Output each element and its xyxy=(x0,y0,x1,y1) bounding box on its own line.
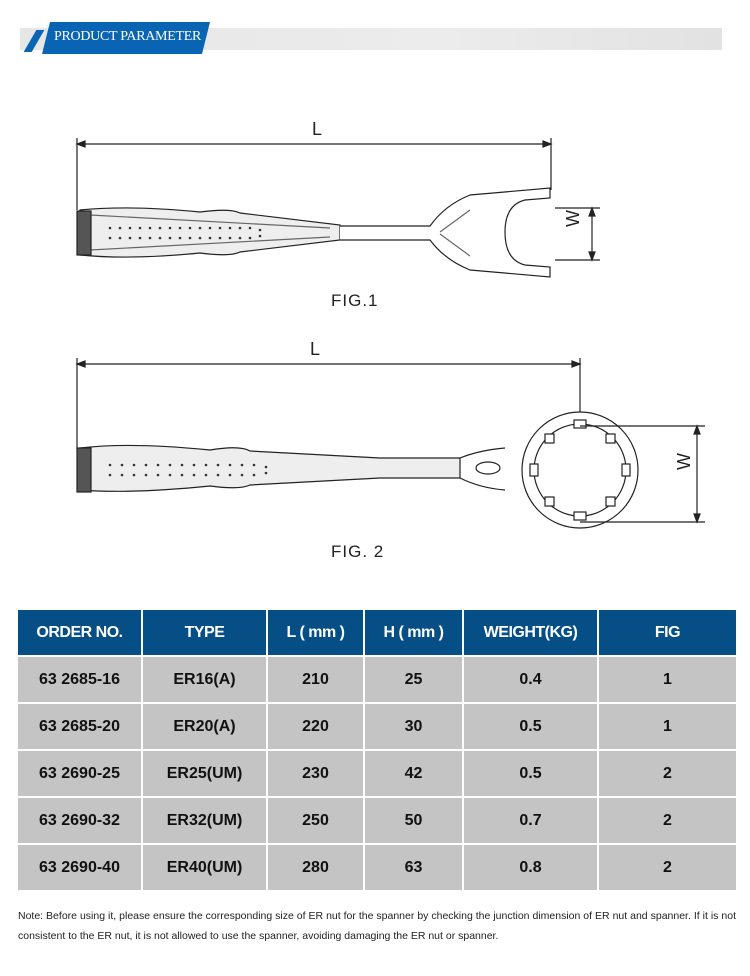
fig2-caption: FIG. 2 xyxy=(331,542,385,561)
table-row: 63 2685-20 ER20(A) 220 30 0.5 1 xyxy=(18,704,736,749)
cell-height: 42 xyxy=(365,751,462,796)
header-order-no: ORDER NO. xyxy=(18,610,141,655)
cell-fig: 2 xyxy=(599,845,736,890)
header-fig: FIG xyxy=(599,610,736,655)
fig2-width-label: W xyxy=(674,453,694,470)
cell-fig: 2 xyxy=(599,798,736,843)
cell-order-no: 63 2685-16 xyxy=(18,657,141,702)
cell-length: 210 xyxy=(268,657,363,702)
cell-fig: 1 xyxy=(599,657,736,702)
header-type: TYPE xyxy=(143,610,266,655)
cell-weight: 0.5 xyxy=(464,751,597,796)
cell-weight: 0.5 xyxy=(464,704,597,749)
figure-2-drawing: L W xyxy=(75,339,705,529)
cell-length: 280 xyxy=(268,845,363,890)
cell-type: ER16(A) xyxy=(143,657,266,702)
cell-weight: 0.4 xyxy=(464,657,597,702)
cell-order-no: 63 2690-32 xyxy=(18,798,141,843)
cell-fig: 2 xyxy=(599,751,736,796)
header-length: L ( mm ) xyxy=(268,610,363,655)
cell-length: 250 xyxy=(268,798,363,843)
parameter-table: ORDER NO. TYPE L ( mm ) H ( mm ) WEIGHT(… xyxy=(16,608,738,892)
fig2-length-label: L xyxy=(310,339,320,359)
cell-weight: 0.7 xyxy=(464,798,597,843)
header-weight: WEIGHT(KG) xyxy=(464,610,597,655)
cell-height: 63 xyxy=(365,845,462,890)
table-row: 63 2690-32 ER32(UM) 250 50 0.7 2 xyxy=(18,798,736,843)
fig1-length-label: L xyxy=(312,119,322,139)
cell-length: 230 xyxy=(268,751,363,796)
cell-length: 220 xyxy=(268,704,363,749)
section-title: PRODUCT PARAMETER xyxy=(54,29,201,44)
table-row: 63 2690-25 ER25(UM) 230 42 0.5 2 xyxy=(18,751,736,796)
cell-type: ER20(A) xyxy=(143,704,266,749)
cell-order-no: 63 2685-20 xyxy=(18,704,141,749)
cell-type: ER32(UM) xyxy=(143,798,266,843)
fig1-width-label: W xyxy=(563,210,583,227)
cell-fig: 1 xyxy=(599,704,736,749)
cell-height: 30 xyxy=(365,704,462,749)
cell-height: 25 xyxy=(365,657,462,702)
header-height: H ( mm ) xyxy=(365,610,462,655)
table-row: 63 2690-40 ER40(UM) 280 63 0.8 2 xyxy=(18,845,736,890)
table-row: 63 2685-16 ER16(A) 210 25 0.4 1 xyxy=(18,657,736,702)
usage-note: Note: Before using it, please ensure the… xyxy=(18,910,736,942)
figure-1-drawing: L W xyxy=(75,119,600,278)
table-header-row: ORDER NO. TYPE L ( mm ) H ( mm ) WEIGHT(… xyxy=(18,610,736,655)
cell-order-no: 63 2690-25 xyxy=(18,751,141,796)
cell-type: ER25(UM) xyxy=(143,751,266,796)
cell-weight: 0.8 xyxy=(464,845,597,890)
fig1-caption: FIG.1 xyxy=(331,291,379,310)
cell-order-no: 63 2690-40 xyxy=(18,845,141,890)
cell-height: 50 xyxy=(365,798,462,843)
cell-type: ER40(UM) xyxy=(143,845,266,890)
